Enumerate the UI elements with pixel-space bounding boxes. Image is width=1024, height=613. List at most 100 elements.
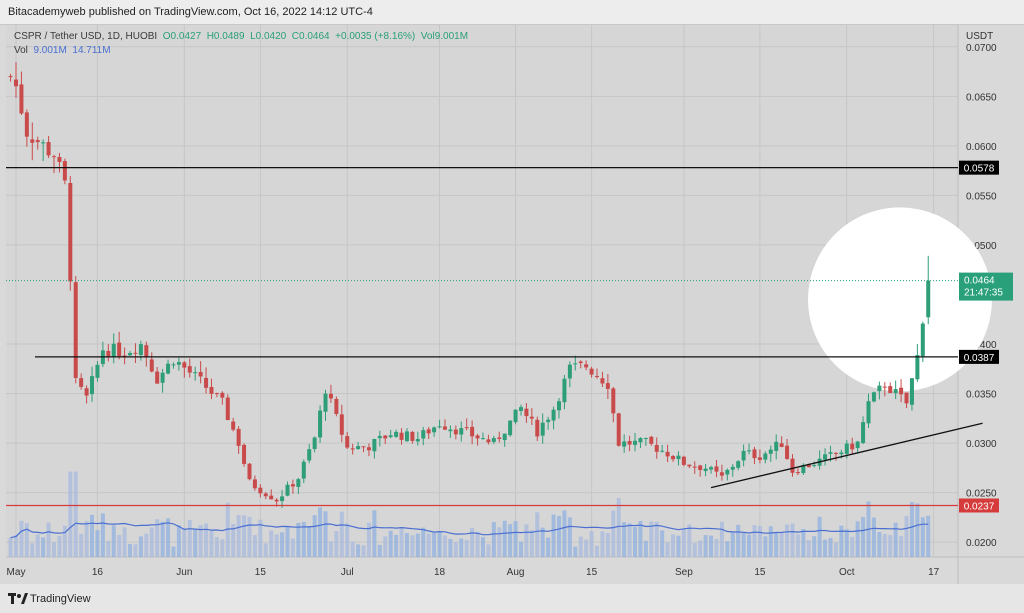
symbol-label[interactable]: CSPR / Tether USD, 1D, HUOBI (14, 31, 158, 42)
volume-bar (356, 544, 361, 557)
volume-bar (589, 531, 594, 557)
volume-bar (562, 510, 567, 557)
price-level-label: 0.0387 (964, 353, 995, 364)
countdown-label: 21:47:35 (964, 288, 1003, 299)
candle-body (193, 372, 198, 374)
volume-bar (247, 517, 252, 557)
volume-bar (502, 520, 507, 557)
close-value: C0.0464 (291, 31, 330, 42)
candle-body (421, 430, 426, 439)
candle-body (768, 449, 773, 454)
y-tick-label: 0.0400 (966, 340, 997, 351)
volume-bar (84, 521, 89, 557)
volume-bar (785, 524, 790, 557)
volume-bar (377, 544, 382, 557)
candle-body (774, 441, 779, 451)
candle-body (578, 361, 583, 364)
candle-body (176, 362, 181, 365)
volume-bar (14, 535, 18, 557)
volume-bar (578, 536, 583, 557)
volume-ma-line (10, 522, 929, 539)
volume-bar (622, 522, 627, 557)
price-level-label: 0.0237 (964, 501, 995, 512)
volume-bar (888, 535, 893, 557)
volume-bar (307, 525, 312, 557)
candle-body (117, 342, 122, 357)
volume-bar (52, 542, 57, 557)
price-level-tag (959, 160, 999, 175)
volume-bar (491, 521, 496, 557)
volume-bar (312, 515, 317, 557)
price-level-tag (959, 349, 999, 364)
candle-body (687, 464, 692, 467)
candle-body (915, 355, 920, 380)
candle-body (280, 496, 285, 502)
price-level-tag (959, 498, 999, 513)
high-value: H0.0489 (206, 31, 245, 42)
volume-bar (768, 526, 773, 557)
volume-bar (633, 527, 638, 557)
volume-bar (709, 535, 714, 557)
candle-body (19, 84, 24, 114)
volume-bar (220, 539, 225, 557)
volume-bar (833, 542, 838, 557)
candle-body (214, 393, 219, 395)
volume-bar (296, 522, 301, 557)
x-tick-label: 15 (586, 567, 598, 578)
candle-body (785, 445, 790, 460)
volume-bar (128, 543, 133, 557)
volume-bar (654, 521, 659, 557)
volume-current: 9.001M (33, 45, 67, 56)
volume-bar (149, 527, 154, 557)
candle-body (62, 161, 67, 181)
candle-body (660, 450, 665, 452)
volume-bar (117, 535, 122, 557)
volume-bar (383, 536, 388, 557)
volume-bar (573, 546, 578, 557)
candle-body (589, 368, 594, 375)
y-tick-label: 0.0650 (966, 92, 997, 103)
trend-line (710, 422, 983, 489)
volume-bar (893, 522, 898, 557)
volume-bar (801, 529, 806, 557)
candle-body (790, 458, 795, 473)
volume-bar (714, 538, 719, 557)
y-tick-label: 0.0200 (966, 538, 997, 549)
candle-body (638, 438, 643, 443)
x-tick-label: May (7, 567, 26, 578)
candle-body (57, 157, 62, 162)
volume-bar (57, 535, 62, 557)
candle-body (899, 387, 904, 395)
candle-body (24, 112, 29, 137)
candle-body (41, 142, 46, 144)
volume-bar (823, 539, 828, 557)
volume-bar (182, 528, 187, 557)
volume-bar (155, 519, 160, 557)
volume-bar (8, 537, 13, 557)
candle-body (252, 479, 257, 489)
candle-body (68, 182, 73, 282)
candle-body (225, 397, 230, 421)
candle-body (73, 282, 78, 378)
candle-body (475, 435, 480, 439)
footer-bar: TradingView (0, 584, 1024, 613)
footer-brand[interactable]: TradingView (30, 593, 91, 605)
volume-bar (415, 533, 420, 557)
x-tick-label: Aug (507, 567, 525, 578)
candle-body (144, 345, 149, 358)
candle-body (524, 408, 529, 417)
candle-body (404, 431, 409, 442)
candle-body (709, 467, 714, 470)
candle-body (584, 364, 589, 368)
volume-bar (442, 535, 447, 557)
volume-bar (133, 544, 138, 557)
candle-body (8, 76, 13, 78)
volume-bar (861, 516, 866, 557)
candle-body (296, 479, 301, 487)
x-tick-label: 15 (255, 567, 267, 578)
candle-body (290, 484, 295, 487)
volume-legend[interactable]: Vol 9.001M 14.711M (14, 45, 111, 56)
candle-body (312, 437, 317, 450)
volume-bar (79, 533, 84, 557)
